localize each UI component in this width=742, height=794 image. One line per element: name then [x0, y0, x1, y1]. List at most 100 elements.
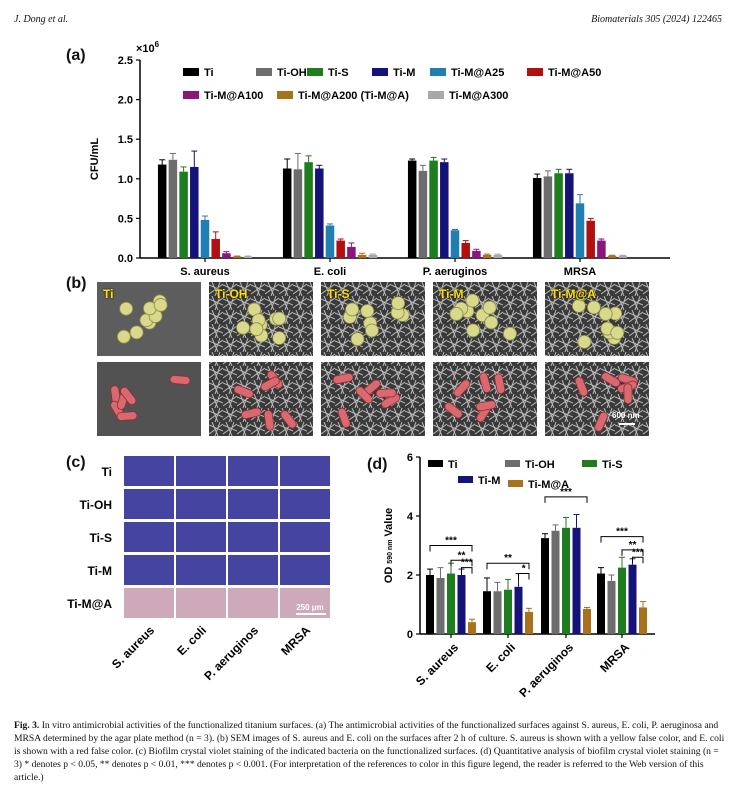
a-legend-label: Ti-M@A50 [548, 67, 601, 79]
d-bar [572, 527, 581, 634]
a-y-label: CFU/mL [89, 138, 101, 180]
a-bar [157, 164, 167, 258]
sem-bacterium-rod [241, 407, 262, 420]
a-legend-swatch [183, 91, 199, 99]
d-significance-mark: *** [560, 487, 572, 498]
journal-citation-header: Biomaterials 305 (2024) 122465 [591, 14, 722, 25]
sem-bacterium-coccus [153, 298, 168, 312]
sem-bacterium-rod [120, 386, 137, 406]
a-category-label: S. aureus [180, 266, 230, 278]
sem-bacterium-coccus [449, 307, 464, 321]
staining-tile-texture [228, 588, 278, 618]
d-bar [436, 577, 445, 634]
sem-bacterium-rod [444, 402, 463, 419]
staining-tile [124, 555, 174, 585]
sem-scalebar [619, 423, 635, 425]
sem-bacterium-coccus [116, 329, 131, 344]
a-bar [211, 238, 220, 258]
sem-bacterium-rod [453, 379, 471, 398]
staining-tile-texture [124, 588, 174, 618]
a-legend-label: Ti-S [328, 67, 349, 79]
a-bar [440, 162, 449, 258]
staining-tile [280, 555, 330, 585]
staining-tile-texture [280, 522, 330, 552]
staining-tile [124, 489, 174, 519]
a-category-label: E. coli [314, 266, 346, 278]
a-bar [532, 178, 542, 258]
sem-tile [209, 362, 313, 436]
a-bar [304, 162, 313, 258]
d-bar [525, 611, 533, 634]
chart-a-cfu: 0.0 0.5 1.0 1.5 2.0 2.5×106 CFU/mL S. aureus E. … [89, 40, 670, 278]
staining-tile [280, 456, 330, 486]
d-category-label: S. aureus [413, 640, 461, 688]
d-bar [551, 530, 560, 634]
panel-label-d: (d) [367, 456, 388, 473]
a-bar [190, 166, 199, 258]
a-bar [168, 159, 178, 258]
sem-bacterium-coccus [571, 298, 586, 313]
staining-image-grid: Ti Ti-OH Ti-S Ti-M Ti-M@A 250 μm S. aureus E. c… [67, 456, 330, 683]
d-legend-label: Ti-OH [525, 459, 555, 471]
a-legend-label: Ti-M [393, 67, 415, 79]
sem-label-ti-s: Ti-S [327, 287, 350, 301]
d-significance-mark: ** [504, 553, 512, 564]
sem-label-ti-m: Ti-M [439, 287, 464, 301]
a-ytick-label: 1.5 [118, 134, 133, 146]
staining-tile [124, 522, 174, 552]
sem-label-ti-oh: Ti-OH [215, 287, 248, 301]
a-bar [597, 240, 606, 258]
staining-tile-texture [124, 489, 174, 519]
a-legend-swatch [428, 91, 444, 99]
staining-tile [228, 456, 278, 486]
a-legend-label: Ti-M@A300 [449, 90, 508, 102]
d-ytick-label: 0 [407, 629, 413, 641]
d-significance-bracket [518, 573, 530, 580]
staining-tile-texture [176, 522, 226, 552]
sem-bacterium-rod [479, 372, 492, 393]
sem-bacterium-coccus [249, 322, 264, 337]
a-bar [565, 173, 574, 258]
a-bar [407, 160, 417, 258]
a-bar [543, 176, 553, 258]
a-bar [429, 160, 438, 258]
d-legend-swatch [505, 460, 520, 467]
d-ytick-label: 2 [407, 570, 413, 582]
sem-image-grid [97, 282, 649, 436]
sem-bacterium-rod [375, 388, 397, 398]
staining-row-label: Ti-M [88, 564, 112, 578]
a-legend-label: Ti-M@A25 [451, 67, 504, 79]
staining-tile [124, 588, 174, 618]
d-y-label-tail: Value [383, 508, 395, 537]
d-bar [504, 589, 512, 634]
sem-bacterium-rod [623, 383, 633, 405]
a-legend-swatch [183, 68, 199, 76]
a-bar [450, 230, 460, 258]
staining-tile [228, 522, 278, 552]
staining-col-label: MRSA [278, 623, 313, 658]
staining-tile-texture [228, 456, 278, 486]
a-legend-swatch [307, 68, 323, 76]
d-legend-swatch [508, 480, 523, 487]
sem-bacterium-rod [169, 375, 191, 385]
d-y-label-sub: 590 nm [387, 540, 394, 564]
d-bar [541, 538, 549, 634]
sem-bacterium-coccus [465, 293, 480, 308]
a-legend-label: Ti-M@A100 [204, 90, 263, 102]
a-bar [179, 171, 188, 258]
staining-col-label: E. coli [174, 623, 209, 658]
sem-bacterium-rod [280, 410, 297, 429]
a-bar [243, 256, 253, 258]
sem-bacterium-coccus [360, 304, 375, 318]
d-significance-mark: * [522, 564, 526, 575]
d-significance-bracket [450, 559, 473, 567]
staining-tile [176, 555, 226, 585]
d-bar [426, 575, 434, 634]
sem-bacterium-rod [494, 373, 506, 394]
a-bar [368, 254, 378, 258]
a-legend-swatch [430, 68, 446, 76]
staining-tile-texture [280, 456, 330, 486]
d-ytick-label: 6 [407, 452, 413, 464]
d-significance-bracket [621, 549, 644, 556]
d-significance-bracket [600, 536, 644, 543]
